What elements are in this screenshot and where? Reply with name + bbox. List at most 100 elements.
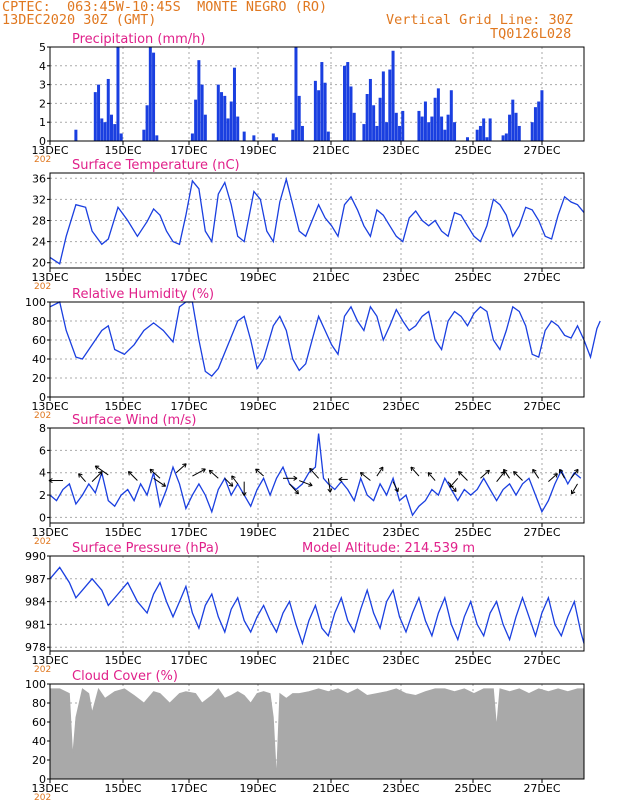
precipitation-bar-70 [475, 129, 479, 141]
precipitation-bar-53 [391, 50, 395, 142]
precipitation-bar-75 [501, 135, 505, 141]
pressure-ytick-3: 987 [25, 573, 46, 586]
temperature-ytick-3: 32 [32, 193, 46, 206]
humidity-xtick-6: 25DEC [454, 400, 491, 413]
precipitation-bar-12 [148, 47, 152, 141]
wind-vector-head-28 [485, 469, 490, 475]
pressure-xtick-4: 21DEC [312, 654, 349, 667]
precipitation-bar-83 [537, 101, 541, 141]
wind-vector-28 [480, 469, 490, 479]
humidity-xtick-1: 15DEC [104, 400, 141, 413]
wind-vector-35 [570, 468, 579, 479]
wind-ytick-1: 2 [39, 489, 46, 502]
precipitation-bar-9 [119, 133, 123, 141]
precipitation-bar-8 [116, 47, 120, 141]
grid-note: Vertical Grid Line: 30Z [386, 12, 573, 28]
precipitation-bar-62 [433, 97, 437, 141]
pressure-ytick-4: 990 [25, 550, 46, 563]
temperature-xtick-1: 15DEC [104, 271, 141, 284]
wind-xtick-7: 27DEC [523, 526, 560, 539]
precipitation-bar-20 [216, 84, 220, 141]
wind-vector-26 [449, 477, 459, 488]
wind-vector-head-33 [553, 473, 558, 478]
humidity-ytick-3: 60 [32, 334, 46, 347]
precipitation-bar-77 [508, 114, 512, 141]
pressure-x-prefix: 202 [34, 665, 51, 675]
pressure-xtick-1: 15DEC [104, 654, 141, 667]
precipitation-bar-42 [349, 86, 353, 141]
wind-panel: 0 2 4 6 8 13DEC 15DEC 17DEC 19DEC 21DEC 23DEC 25DEC… [31, 413, 585, 547]
wind-vector-9 [208, 469, 219, 479]
humidity-xtick-0: 13DEC [31, 400, 68, 413]
temperature-x-prefix: 202 [34, 282, 51, 292]
cloud-frame [49, 683, 585, 780]
wind-vector-2 [91, 471, 103, 483]
precipitation-bar-32 [294, 47, 298, 141]
precipitation-bar-1 [93, 92, 97, 141]
precipitation-bar-25 [232, 67, 236, 141]
wind-line [49, 433, 582, 517]
precipitation-bar-47 [372, 105, 376, 141]
precipitation-bar-4 [103, 122, 107, 141]
wind-vector-head-21 [379, 466, 384, 472]
precipitation-bar-52 [388, 69, 392, 141]
precipitation-bar-46 [368, 78, 372, 141]
precipitation-bar-61 [430, 116, 434, 141]
wind-vector-10 [224, 477, 234, 487]
wind-vector-24 [427, 472, 436, 481]
precipitation-bar-55 [398, 125, 402, 141]
wind-vector-head-22 [394, 487, 399, 493]
precipitation-title: Precipitation (mm/h) [72, 32, 205, 47]
precipitation-bar-39 [326, 131, 330, 141]
wind-xtick-5: 23DEC [382, 526, 419, 539]
wind-vector-27 [458, 471, 468, 481]
wind-vector-16 [299, 480, 313, 486]
wind-vector-head-25 [452, 487, 457, 493]
precipitation-bar-35 [313, 80, 317, 141]
precipitation-bar-60 [427, 122, 431, 141]
wind-vector-36 [571, 483, 578, 495]
precipitation-xtick-2: 17DEC [170, 144, 207, 157]
precipitation-bar-26 [236, 116, 240, 141]
pressure-title: Surface Pressure (hPa) [72, 541, 219, 556]
wind-xtick-0: 13DEC [31, 526, 68, 539]
precipitation-bar-38 [323, 82, 327, 141]
temperature-panel: 20 24 28 32 36 13DEC 15DEC 17DEC 19DEC 21DEC 23DEC… [31, 158, 585, 292]
pressure-ytick-2: 984 [25, 596, 46, 609]
cloud-ytick-5: 100 [25, 678, 46, 691]
precipitation-bar-82 [533, 107, 537, 141]
humidity-x-prefix: 202 [34, 411, 51, 421]
wind-vector-20 [360, 472, 371, 481]
cloud-ytick-2: 40 [32, 735, 46, 748]
precipitation-ytick-5: 5 [39, 41, 46, 54]
wind-ytick-0: 0 [39, 511, 46, 524]
pressure-panel: 978 981 984 987 990 13DEC 15DEC 17DEC 19DEC 21DEC… [25, 541, 585, 675]
temperature-xtick-5: 23DEC [382, 271, 419, 284]
temperature-ytick-4: 36 [32, 172, 46, 185]
precipitation-bar-41 [346, 62, 350, 141]
precipitation-bar-59 [423, 101, 427, 141]
precipitation-panel: 0 1 2 3 4 5 13DEC 15DEC 17DEC 19DEC 21DEC 23DEC 25DE… [31, 32, 585, 165]
precipitation-bar-57 [417, 110, 421, 141]
precipitation-bar-68 [453, 122, 457, 141]
precipitation-bar-50 [381, 71, 385, 141]
wind-vector-head-10 [228, 482, 234, 487]
precipitation-bar-24 [229, 101, 233, 141]
wind-xtick-1: 15DEC [104, 526, 141, 539]
precipitation-bar-30 [275, 137, 279, 141]
wind-vector-head-18 [327, 488, 333, 493]
wind-vector-6 [149, 468, 161, 479]
humidity-panel: 0 20 40 60 80 100 13DEC 15DEC 17DEC 19DEC 21DEC 23D… [25, 287, 601, 421]
pressure-xtick-6: 25DEC [454, 654, 491, 667]
wind-frame [49, 427, 585, 524]
wind-vector-head-34 [558, 468, 564, 474]
precipitation-bar-54 [394, 112, 398, 141]
wind-vector-head-4 [127, 471, 133, 476]
wind-xtick-6: 25DEC [454, 526, 491, 539]
humidity-xtick-7: 27DEC [523, 400, 560, 413]
precipitation-frame [49, 46, 585, 142]
humidity-ytick-4: 80 [32, 315, 46, 328]
precipitation-bar-43 [352, 112, 356, 141]
wind-vector-head-36 [571, 489, 576, 495]
precipitation-xtick-6: 25DEC [454, 144, 491, 157]
